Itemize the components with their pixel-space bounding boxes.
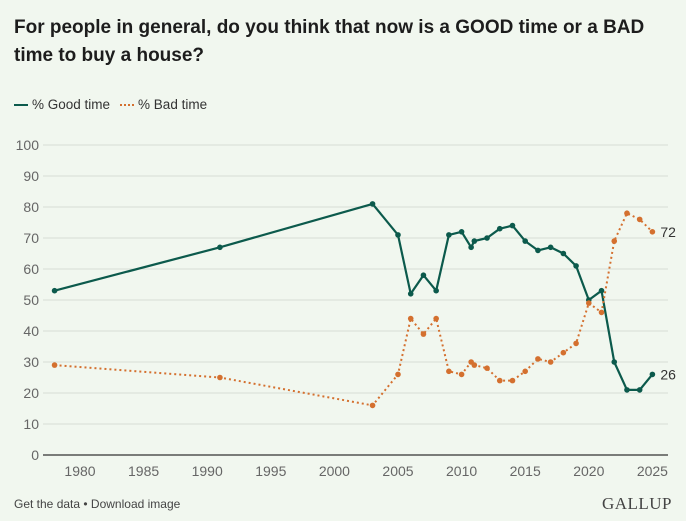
y-tick-label: 0	[31, 447, 39, 463]
good-time-point	[509, 222, 516, 229]
x-tick-label: 2025	[637, 463, 668, 479]
bad-time-point	[471, 362, 478, 368]
good-time-point	[484, 235, 490, 241]
y-tick-label: 100	[16, 137, 40, 153]
bad-time-point	[420, 331, 427, 337]
bad-time-point	[51, 362, 58, 368]
bad-time-point	[586, 300, 592, 306]
bad-end-label: 72	[660, 224, 676, 240]
download-image-link[interactable]: Download image	[90, 497, 181, 511]
legend: % Good time % Bad time	[14, 97, 207, 112]
bad-time-point	[496, 377, 503, 384]
bad-time-point	[535, 356, 541, 362]
bad-time-point	[395, 371, 401, 378]
y-tick-label: 20	[23, 385, 39, 401]
bad-time-point	[433, 315, 439, 322]
x-tick-label: 1985	[128, 463, 159, 479]
good-time-point	[468, 244, 474, 251]
good-time-point	[420, 272, 427, 279]
bad-time-point	[636, 216, 643, 223]
bad-time-point	[446, 368, 452, 375]
bad-time-point	[407, 315, 414, 322]
footer: Get the data • Download image	[14, 497, 180, 511]
legend-swatch-good	[14, 103, 28, 106]
legend-bad: % Bad time	[120, 97, 207, 112]
good-time-point	[471, 238, 478, 244]
gallup-logo: GALLUP	[601, 494, 672, 513]
y-tick-label: 10	[23, 416, 39, 432]
bad-time-point	[598, 309, 605, 316]
x-tick-label: 2020	[573, 463, 604, 479]
bad-time-point	[547, 359, 554, 365]
x-tick-label: 1990	[192, 463, 223, 479]
y-tick-label: 40	[23, 323, 39, 339]
good-time-point	[560, 250, 567, 257]
good-time-point	[458, 229, 465, 235]
legend-label-bad: % Bad time	[138, 97, 208, 112]
good-time-point	[446, 232, 452, 238]
bad-time-line	[54, 212, 654, 407]
bad-time-point	[611, 238, 618, 244]
bad-time-point	[649, 229, 656, 235]
get-data-link[interactable]: Get the data	[14, 497, 81, 511]
bad-time-point	[484, 365, 490, 372]
chart-title: For people in general, do you think that…	[14, 17, 645, 66]
bad-time-point	[217, 374, 223, 381]
good-time-point	[649, 371, 656, 378]
bad-time-point	[624, 210, 630, 216]
good-time-point	[51, 287, 58, 294]
good-time-point	[624, 387, 630, 393]
x-tick-label: 1995	[255, 463, 286, 479]
x-tick-label: 2010	[446, 463, 477, 479]
legend-good: % Good time	[14, 97, 110, 112]
good-end-label: 26	[660, 366, 676, 382]
y-tick-label: 90	[23, 168, 39, 184]
bad-time-point	[458, 371, 465, 378]
good-time-point	[217, 244, 223, 251]
x-tick-label: 2015	[510, 463, 541, 479]
y-tick-label: 70	[23, 230, 39, 246]
good-time-point	[433, 287, 439, 294]
good-time-point	[369, 201, 376, 207]
footer-separator: •	[80, 497, 91, 511]
x-tick-label: 2005	[382, 463, 413, 479]
good-time-point	[407, 291, 414, 297]
good-time-point	[573, 263, 579, 269]
good-time-point	[395, 232, 401, 238]
bad-time-point	[509, 377, 516, 384]
good-time-point	[636, 387, 643, 393]
good-time-point	[598, 287, 605, 294]
bad-time-point	[522, 368, 528, 375]
y-tick-label: 80	[23, 199, 39, 215]
good-time-point	[522, 238, 528, 244]
bad-time-point	[369, 402, 376, 409]
y-tick-label: 30	[23, 354, 39, 370]
good-time-point	[547, 244, 554, 251]
y-tick-label: 50	[23, 292, 39, 308]
y-tick-label: 60	[23, 261, 39, 277]
legend-swatch-bad	[120, 103, 135, 106]
good-time-point	[496, 225, 503, 232]
good-time-point	[535, 247, 541, 254]
x-tick-label: 2000	[319, 463, 350, 479]
good-time-point	[611, 359, 618, 365]
bad-time-point	[560, 349, 567, 356]
bad-time-point	[573, 340, 579, 347]
x-tick-label: 1980	[64, 463, 95, 479]
legend-label-good: % Good time	[32, 97, 111, 112]
